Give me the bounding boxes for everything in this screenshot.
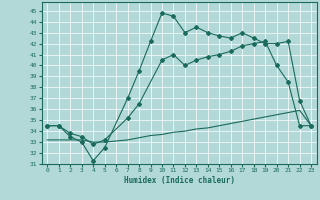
X-axis label: Humidex (Indice chaleur): Humidex (Indice chaleur) [124, 176, 235, 185]
